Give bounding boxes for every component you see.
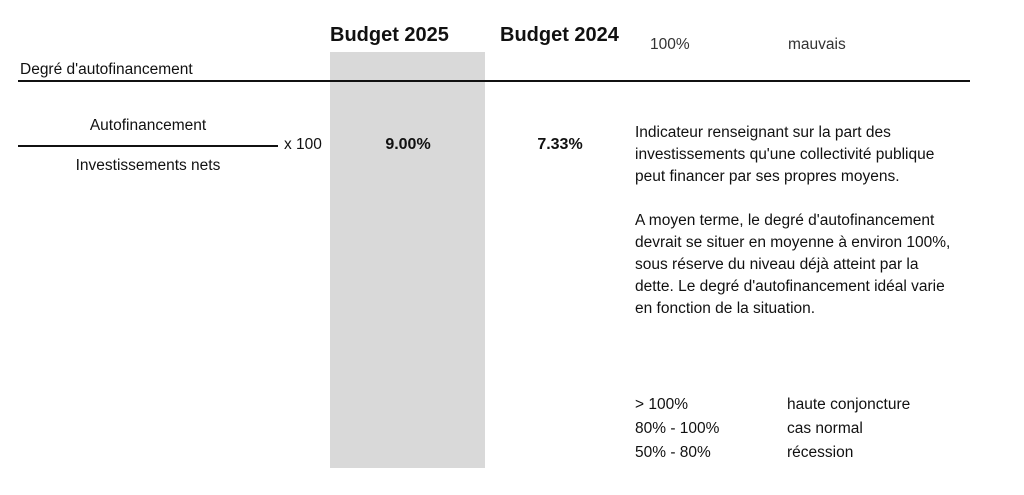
- value: 9.00%: [385, 136, 431, 153]
- rule: [18, 80, 970, 82]
- denominator: Investissements nets: [75, 157, 221, 174]
- paragraph: Indicateur renseignant sur la part des i…: [635, 124, 935, 185]
- scale-meaning: récession: [787, 444, 854, 461]
- scale-range: 50% - 80%: [635, 444, 711, 461]
- column-header: Budget 2025: [330, 24, 449, 46]
- clipped-text: 100%: [650, 36, 690, 52]
- grey-column: [330, 52, 485, 468]
- multiplier: x 100: [284, 136, 322, 153]
- fraction-line: [18, 145, 278, 147]
- scale-meaning: haute conjoncture: [787, 396, 911, 413]
- column-header: Budget 2024: [500, 24, 619, 46]
- numerator: Autofinancement: [89, 117, 207, 134]
- scale-range: > 100%: [635, 396, 689, 413]
- indicator-label: Degré d'autofinancement: [20, 61, 193, 78]
- scale-range: 80% - 100%: [635, 420, 720, 437]
- scale-meaning: cas normal: [787, 420, 863, 437]
- clipped-text: mauvais: [788, 36, 846, 52]
- clipped-row: 100% mauvais: [640, 30, 960, 52]
- value: 7.33%: [537, 136, 583, 153]
- description: Indicateur renseignant sur la part des i…: [635, 122, 955, 342]
- paragraph: A moyen terme, le degré d'autofinancemen…: [635, 212, 951, 317]
